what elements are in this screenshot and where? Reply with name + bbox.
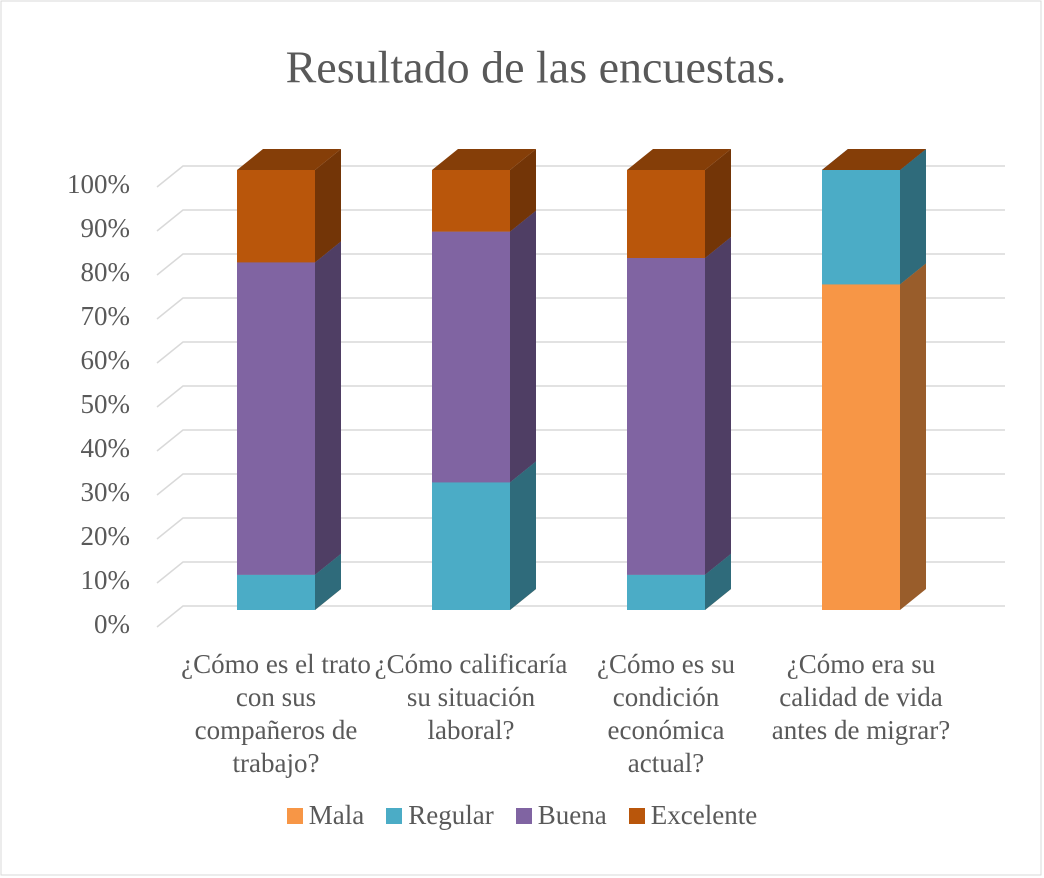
legend: Mala Regular Buena Excelente xyxy=(0,800,1044,831)
y-tick-label: 20% xyxy=(81,521,131,551)
bar-top xyxy=(237,149,341,170)
bar-side xyxy=(705,237,731,575)
bar xyxy=(822,284,900,610)
x-tick-label: ¿Cómo es el trato con sus compañeros de … xyxy=(181,649,371,778)
bar-side xyxy=(315,241,341,575)
y-tick-label: 10% xyxy=(81,565,131,595)
legend-item: Mala xyxy=(286,800,365,831)
legend-item: Excelente xyxy=(628,800,758,831)
bar xyxy=(822,170,900,285)
bar xyxy=(627,170,705,258)
bar xyxy=(432,170,510,232)
y-tick-label: 0% xyxy=(94,609,130,639)
y-tick-label: 100% xyxy=(67,169,130,199)
chart-title: Resultado de las encuestas. xyxy=(286,42,787,93)
bar xyxy=(237,262,315,575)
bar-side xyxy=(705,149,731,258)
bar-side xyxy=(900,149,926,285)
y-tick-label: 50% xyxy=(81,389,131,419)
bar-side xyxy=(315,553,341,610)
legend-label: Mala xyxy=(308,800,365,830)
bar-side xyxy=(510,210,536,483)
legend-swatch xyxy=(628,807,645,824)
bar-top xyxy=(822,149,926,170)
legend-label: Buena xyxy=(537,800,607,830)
legend-swatch xyxy=(286,807,303,824)
bar-side xyxy=(315,149,341,263)
legend-item: Buena xyxy=(515,800,607,831)
y-tick-label: 60% xyxy=(81,345,131,375)
y-tick-label: 30% xyxy=(81,477,131,507)
bar xyxy=(237,170,315,263)
x-tick-label: ¿Cómo calificaría su situación laboral? xyxy=(374,649,568,745)
bar xyxy=(432,231,510,483)
bar xyxy=(432,482,510,610)
legend-item: Regular xyxy=(386,800,494,831)
legend-swatch xyxy=(515,807,532,824)
bar xyxy=(627,258,705,575)
y-tick-label: 70% xyxy=(81,301,131,331)
x-tick-label: ¿Cómo era su calidad de vida antes de mi… xyxy=(771,649,951,745)
bar xyxy=(237,574,315,610)
y-tick-label: 90% xyxy=(81,213,131,243)
legend-label: Regular xyxy=(408,800,494,830)
legend-label: Excelente xyxy=(650,800,758,830)
bar-top xyxy=(432,149,536,170)
y-tick-label: 80% xyxy=(81,257,131,287)
grid-line xyxy=(156,605,1005,628)
bar-side xyxy=(705,553,731,610)
bar-side xyxy=(900,263,926,610)
bar xyxy=(627,574,705,610)
bar-side xyxy=(510,461,536,610)
bar-side xyxy=(510,149,536,232)
legend-swatch xyxy=(386,807,403,824)
x-tick-label: ¿Cómo es su condición económica actual? xyxy=(597,649,735,778)
bar-top xyxy=(627,149,731,170)
y-tick-label: 40% xyxy=(81,433,131,463)
